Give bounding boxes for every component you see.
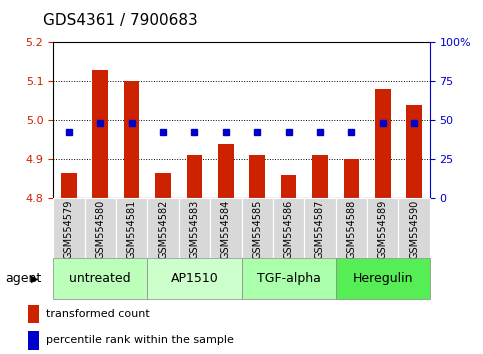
Bar	[218, 144, 234, 198]
Bar	[242, 198, 273, 258]
Text: untreated: untreated	[70, 272, 131, 285]
Bar	[124, 81, 140, 198]
Bar	[155, 173, 171, 198]
Text: GDS4361 / 7900683: GDS4361 / 7900683	[43, 13, 198, 28]
Text: percentile rank within the sample: percentile rank within the sample	[46, 335, 234, 346]
Text: agent: agent	[5, 272, 41, 285]
Text: GSM554589: GSM554589	[378, 200, 388, 259]
Bar	[406, 105, 422, 198]
Bar	[92, 70, 108, 198]
Bar	[210, 198, 242, 258]
Text: Heregulin: Heregulin	[353, 272, 413, 285]
Text: GSM554581: GSM554581	[127, 200, 137, 259]
Bar	[273, 198, 304, 258]
Bar	[179, 198, 210, 258]
Text: GSM554583: GSM554583	[189, 200, 199, 259]
Bar	[336, 258, 430, 299]
Bar	[367, 198, 398, 258]
Bar	[61, 173, 77, 198]
Text: GSM554580: GSM554580	[95, 200, 105, 259]
Bar	[53, 198, 85, 258]
Bar	[186, 155, 202, 198]
Text: GSM554582: GSM554582	[158, 200, 168, 259]
Text: TGF-alpha: TGF-alpha	[256, 272, 321, 285]
Text: GSM554588: GSM554588	[346, 200, 356, 259]
Bar	[53, 258, 147, 299]
Text: GSM554586: GSM554586	[284, 200, 294, 259]
Text: GSM554590: GSM554590	[409, 200, 419, 259]
Text: GSM554579: GSM554579	[64, 200, 74, 259]
Bar	[28, 331, 40, 350]
Bar	[336, 198, 367, 258]
Bar	[116, 198, 147, 258]
Text: ▶: ▶	[31, 274, 39, 284]
Bar	[147, 198, 179, 258]
Bar	[147, 258, 242, 299]
Text: transformed count: transformed count	[46, 309, 150, 319]
Text: GSM554584: GSM554584	[221, 200, 231, 259]
Bar	[343, 159, 359, 198]
Bar	[398, 198, 430, 258]
Bar	[281, 175, 297, 198]
Bar	[28, 305, 40, 324]
Text: GSM554587: GSM554587	[315, 200, 325, 259]
Bar	[312, 155, 328, 198]
Bar	[304, 198, 336, 258]
Bar	[242, 258, 336, 299]
Text: GSM554585: GSM554585	[252, 200, 262, 259]
Text: AP1510: AP1510	[170, 272, 218, 285]
Bar	[249, 155, 265, 198]
Bar	[85, 198, 116, 258]
Bar	[375, 89, 391, 198]
